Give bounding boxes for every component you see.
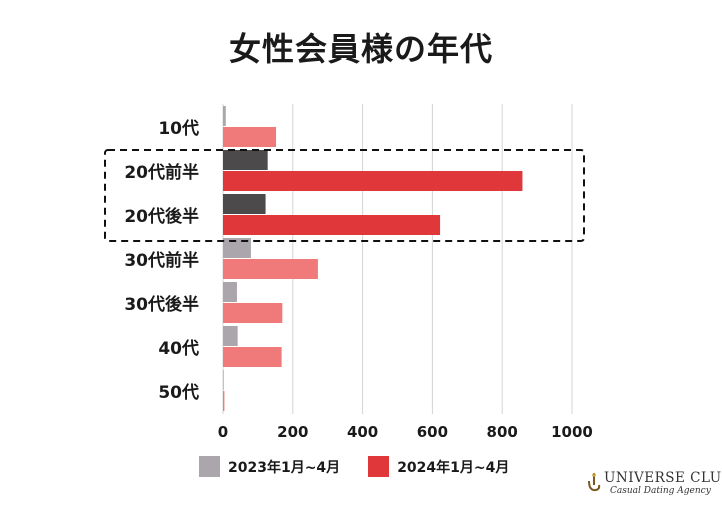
category-label: 20代後半 — [124, 206, 199, 227]
brand-tagline: Casual Dating Agency — [610, 486, 711, 496]
bar-2023-40代 — [223, 326, 238, 346]
x-tick-label: 200 — [277, 423, 308, 441]
bar-2024-30代後半 — [223, 303, 283, 323]
chart-legend: 2023年1月~4月 2024年1月~4月 — [199, 456, 537, 477]
highlight-box — [104, 149, 585, 242]
brand-name: UNIVERSE CLUB — [604, 470, 722, 486]
bar-2023-50代 — [223, 370, 224, 390]
universe-club-icon — [588, 473, 601, 492]
brand-logo: UNIVERSE CLUB Casual Dating Agency — [586, 470, 722, 498]
legend-item-2024: 2024年1月~4月 — [368, 456, 509, 477]
bar-2024-20代後半 — [223, 215, 441, 235]
x-tick-label: 800 — [487, 423, 518, 441]
legend-swatch-2024 — [368, 456, 390, 477]
category-label: 10代 — [158, 118, 199, 139]
bar-2024-40代 — [223, 347, 282, 367]
category-label: 20代前半 — [124, 162, 199, 183]
legend-item-2023: 2023年1月~4月 — [199, 456, 340, 477]
legend-swatch-2023 — [199, 456, 220, 477]
bar-2024-20代前半 — [223, 171, 523, 191]
x-tick-label: 400 — [347, 423, 378, 441]
bar-2023-10代 — [223, 106, 226, 126]
category-label: 50代 — [158, 382, 199, 403]
category-label: 30代前半 — [124, 250, 199, 271]
x-tick-label: 0 — [218, 423, 228, 441]
category-label: 30代後半 — [124, 294, 199, 315]
bar-2024-10代 — [223, 127, 277, 147]
legend-label-2023: 2023年1月~4月 — [228, 459, 341, 476]
chart-title: 女性会員様の年代 — [228, 30, 493, 68]
bar-2023-30代後半 — [223, 282, 237, 302]
category-label: 40代 — [158, 338, 199, 359]
legend-label-2024: 2024年1月~4月 — [397, 459, 510, 476]
bar-2024-50代 — [223, 391, 225, 411]
x-tick-label: 1000 — [551, 423, 593, 441]
bar-2023-20代後半 — [223, 194, 266, 214]
x-tick-label: 600 — [417, 423, 448, 441]
bar-2024-30代前半 — [223, 259, 318, 279]
bar-2023-30代前半 — [223, 238, 251, 258]
bar-2023-20代前半 — [223, 150, 268, 170]
